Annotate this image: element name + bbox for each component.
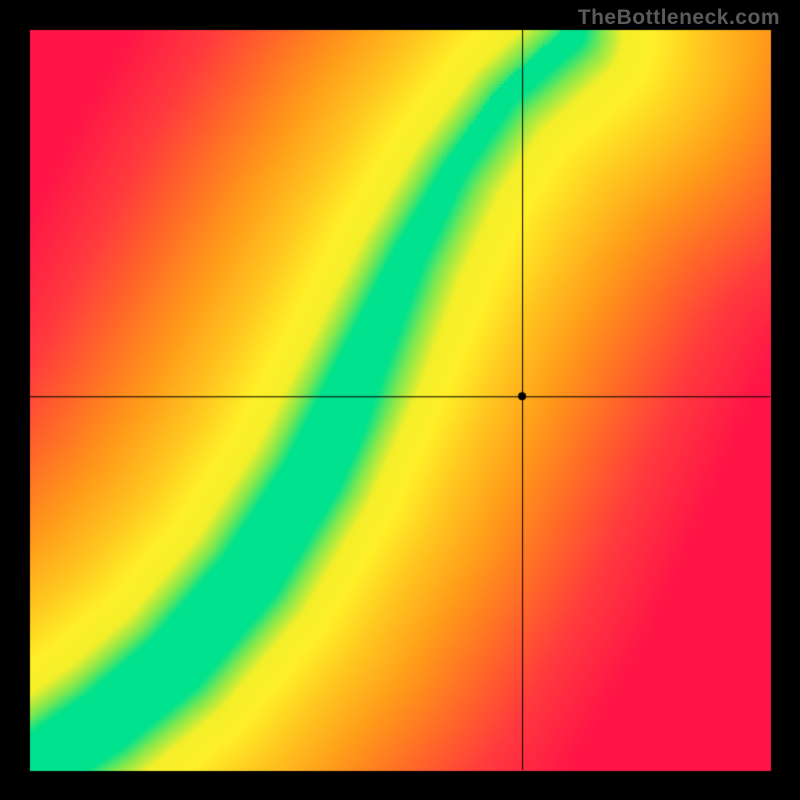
bottleneck-heatmap [0,0,800,800]
watermark-text: TheBottleneck.com [578,6,780,30]
chart-container: TheBottleneck.com [0,0,800,800]
